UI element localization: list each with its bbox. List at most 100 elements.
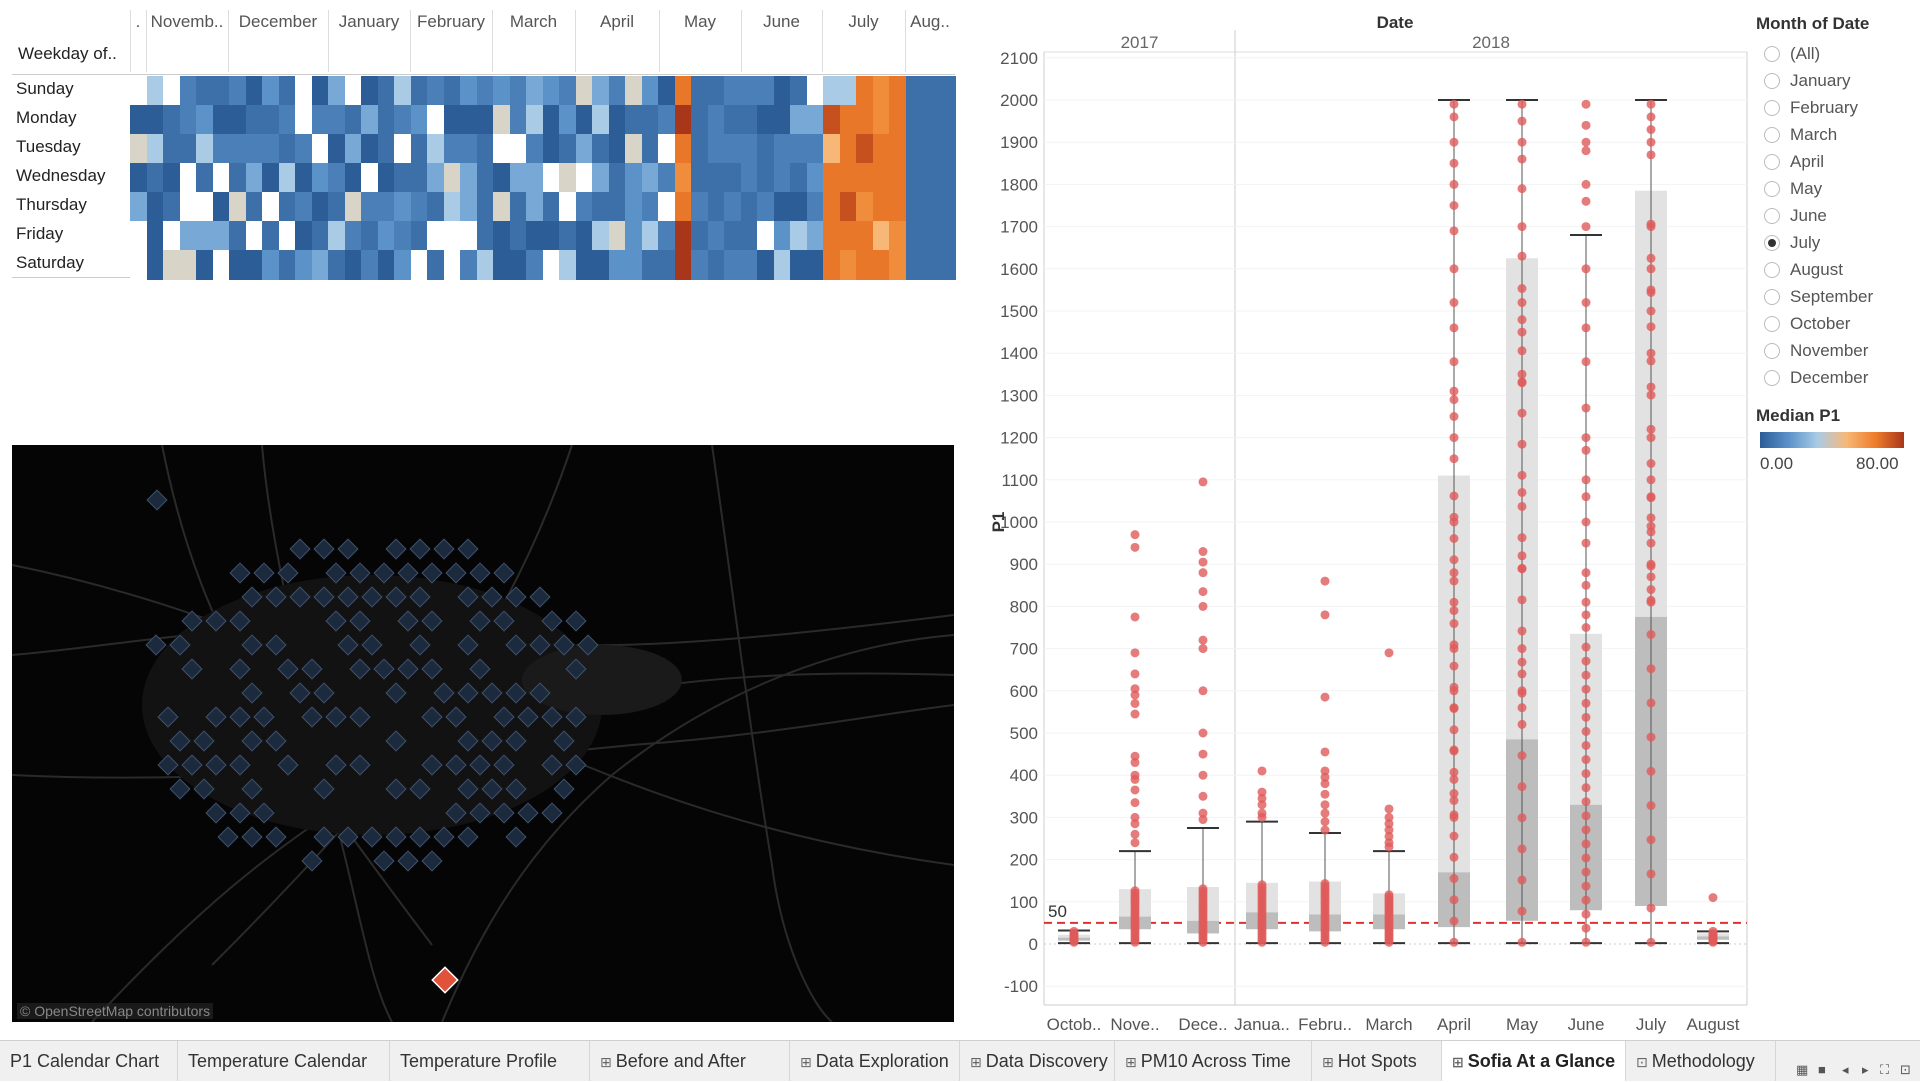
sensor-marker[interactable] [565, 706, 587, 728]
sensor-marker[interactable] [337, 586, 359, 608]
sensor-marker[interactable] [145, 634, 167, 656]
data-point[interactable] [1646, 492, 1656, 502]
fullscreen-icon[interactable]: ⛶ [1880, 1062, 1890, 1077]
heatmap-cell[interactable] [575, 76, 593, 106]
data-point[interactable] [1517, 875, 1527, 885]
data-point[interactable] [1581, 909, 1591, 919]
data-point[interactable] [1581, 670, 1591, 680]
heatmap-cell[interactable] [608, 105, 626, 135]
heatmap-cell[interactable] [460, 250, 477, 280]
heatmap-cell[interactable] [592, 163, 609, 193]
radio-button[interactable] [1764, 316, 1780, 332]
sensor-marker[interactable] [421, 658, 443, 680]
heatmap-cell[interactable] [476, 250, 494, 280]
heatmap-cell[interactable] [757, 105, 774, 135]
data-point[interactable] [1449, 491, 1459, 501]
data-point[interactable] [1581, 740, 1591, 750]
heatmap-cell[interactable] [889, 76, 906, 106]
data-point[interactable] [1449, 895, 1459, 905]
sensor-marker[interactable] [457, 682, 479, 704]
sensor-marker[interactable] [481, 682, 503, 704]
sensor-marker[interactable] [445, 706, 467, 728]
data-point[interactable] [1517, 378, 1527, 388]
heatmap-cell[interactable] [938, 221, 956, 251]
heatmap-cell[interactable] [377, 76, 395, 106]
heatmap-cell[interactable] [905, 134, 923, 164]
heatmap-cell[interactable] [526, 76, 543, 106]
data-point[interactable] [1581, 623, 1591, 632]
data-point[interactable] [1646, 382, 1656, 392]
heatmap-cell[interactable] [575, 163, 593, 193]
heatmap-cell[interactable] [757, 192, 774, 222]
data-point[interactable] [1581, 853, 1591, 863]
next-arrow-icon[interactable]: ▸ [1862, 1062, 1869, 1077]
data-point[interactable] [1449, 686, 1459, 696]
box-Dece..[interactable] [1187, 477, 1219, 947]
heatmap-cell[interactable] [410, 76, 428, 106]
data-point[interactable] [1320, 610, 1330, 620]
heatmap-cell[interactable] [608, 221, 626, 251]
heatmap-cell[interactable] [163, 192, 180, 222]
heatmap-cell[interactable] [509, 163, 527, 193]
data-point[interactable] [1517, 346, 1527, 356]
sensor-marker[interactable] [565, 754, 587, 776]
heatmap-cell[interactable] [146, 76, 164, 106]
sensor-marker[interactable] [529, 634, 551, 656]
data-point[interactable] [1517, 154, 1527, 164]
data-point[interactable] [1646, 903, 1656, 913]
heatmap-cell[interactable] [641, 250, 659, 280]
heatmap-cell[interactable] [592, 192, 609, 222]
heatmap-cell[interactable] [427, 105, 444, 135]
data-point[interactable] [1517, 116, 1527, 126]
tab-sofia-at-a-glance[interactable]: ⊞ Sofia At a Glance [1442, 1041, 1626, 1081]
data-point[interactable] [1581, 568, 1591, 578]
heatmap-cell[interactable] [130, 221, 147, 251]
month-option-april[interactable]: April [1764, 152, 1824, 172]
sensor-marker[interactable] [529, 682, 551, 704]
heatmap-cell[interactable] [344, 134, 362, 164]
data-point[interactable] [1320, 692, 1330, 702]
heatmap-cell[interactable] [443, 76, 461, 106]
data-point[interactable] [1581, 642, 1591, 652]
heatmap-cell[interactable] [856, 221, 873, 251]
sensor-marker[interactable] [493, 802, 515, 824]
heatmap-cell[interactable] [592, 221, 609, 251]
heatmap-cell[interactable] [839, 221, 857, 251]
heatmap-cell[interactable] [922, 76, 939, 106]
heatmap-cell[interactable] [460, 163, 477, 193]
sensor-marker[interactable] [385, 826, 407, 848]
heatmap-cell[interactable] [905, 221, 923, 251]
heatmap-cell[interactable] [740, 221, 758, 251]
heatmap-cell[interactable] [790, 250, 807, 280]
data-point[interactable] [1581, 769, 1591, 779]
heatmap-cell[interactable] [773, 250, 791, 280]
sensor-marker[interactable] [169, 730, 191, 752]
data-point[interactable] [1581, 610, 1591, 620]
radio-button[interactable] [1764, 343, 1780, 359]
heatmap-cell[interactable] [328, 250, 345, 280]
heatmap-cell[interactable] [443, 221, 461, 251]
heatmap-cell[interactable] [658, 163, 675, 193]
data-point[interactable] [1130, 886, 1140, 896]
heatmap-cell[interactable] [146, 134, 164, 164]
heatmap-cell[interactable] [724, 221, 741, 251]
heatmap-cell[interactable] [658, 192, 675, 222]
sensor-marker[interactable] [445, 562, 467, 584]
month-option-july[interactable]: July [1764, 233, 1820, 253]
heatmap-cell[interactable] [575, 221, 593, 251]
data-point[interactable] [1708, 931, 1718, 941]
data-point[interactable] [1646, 264, 1656, 274]
heatmap-cell[interactable] [179, 221, 197, 251]
data-point[interactable] [1517, 298, 1527, 308]
heatmap-cell[interactable] [856, 134, 873, 164]
sensor-marker[interactable] [289, 538, 311, 560]
sensor-marker[interactable] [313, 538, 335, 560]
sensor-marker[interactable] [373, 850, 395, 872]
heatmap-cell[interactable] [806, 134, 824, 164]
heatmap-cell[interactable] [410, 221, 428, 251]
heatmap-cell[interactable] [130, 192, 147, 222]
heatmap-cell[interactable] [295, 105, 312, 135]
sensor-marker[interactable] [481, 730, 503, 752]
sensor-marker[interactable] [409, 634, 431, 656]
heatmap-cell[interactable] [245, 192, 263, 222]
